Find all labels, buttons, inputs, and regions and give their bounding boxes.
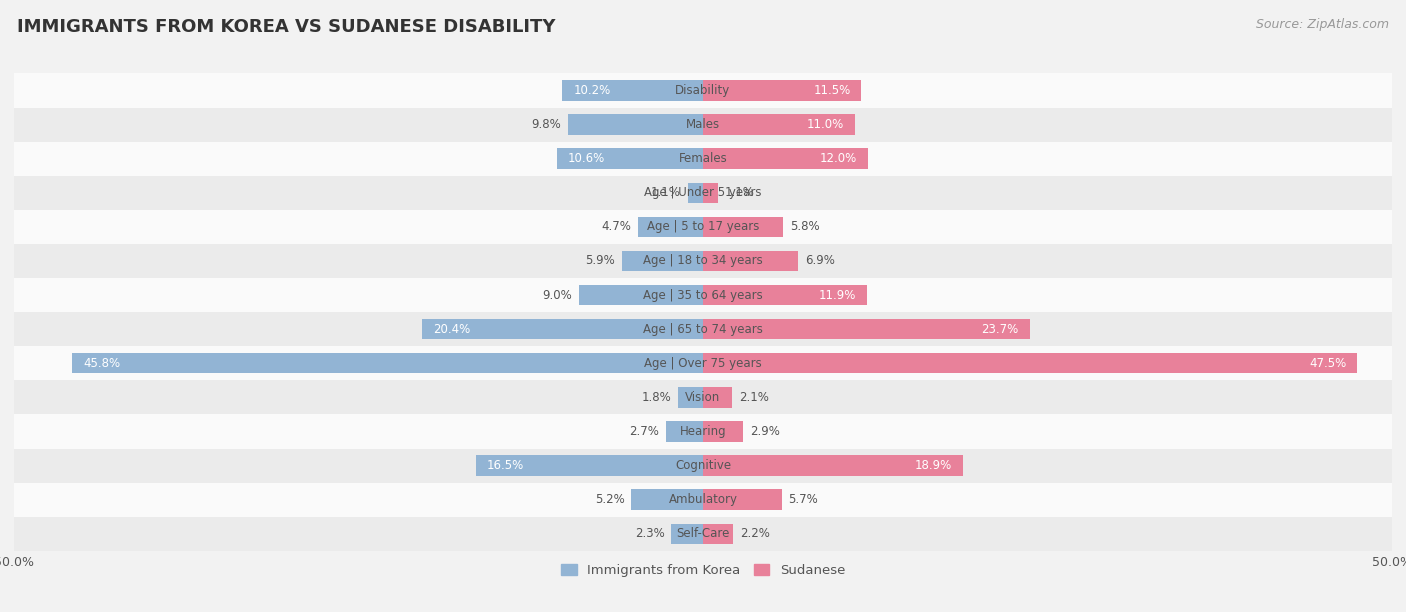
Text: Ambulatory: Ambulatory [668, 493, 738, 506]
Text: Cognitive: Cognitive [675, 459, 731, 472]
Bar [14, 312, 1392, 346]
Text: IMMIGRANTS FROM KOREA VS SUDANESE DISABILITY: IMMIGRANTS FROM KOREA VS SUDANESE DISABI… [17, 18, 555, 36]
Bar [14, 141, 1392, 176]
Bar [703, 285, 868, 305]
Bar [688, 182, 703, 203]
Text: 23.7%: 23.7% [981, 323, 1018, 335]
Text: 1.1%: 1.1% [651, 186, 681, 200]
Text: Males: Males [686, 118, 720, 131]
Text: 9.0%: 9.0% [543, 289, 572, 302]
Bar [631, 490, 703, 510]
Text: 2.7%: 2.7% [628, 425, 659, 438]
Bar [568, 114, 703, 135]
Text: Females: Females [679, 152, 727, 165]
Bar [703, 80, 862, 101]
Text: 6.9%: 6.9% [806, 255, 835, 267]
Bar [678, 387, 703, 408]
Text: 5.8%: 5.8% [790, 220, 820, 233]
Bar [14, 483, 1392, 517]
Bar [14, 176, 1392, 210]
Bar [703, 217, 783, 237]
Text: 1.8%: 1.8% [641, 391, 671, 404]
Bar [475, 455, 703, 476]
Text: 11.0%: 11.0% [806, 118, 844, 131]
Text: Disability: Disability [675, 84, 731, 97]
Text: Age | 18 to 34 years: Age | 18 to 34 years [643, 255, 763, 267]
Bar [14, 517, 1392, 551]
Bar [671, 523, 703, 544]
Text: 2.9%: 2.9% [749, 425, 780, 438]
Bar [14, 210, 1392, 244]
Bar [14, 414, 1392, 449]
Text: 16.5%: 16.5% [486, 459, 524, 472]
Text: Vision: Vision [685, 391, 721, 404]
Bar [621, 251, 703, 271]
Text: Age | 65 to 74 years: Age | 65 to 74 years [643, 323, 763, 335]
Bar [703, 523, 734, 544]
Text: 11.5%: 11.5% [813, 84, 851, 97]
Text: 5.9%: 5.9% [585, 255, 614, 267]
Bar [422, 319, 703, 340]
Bar [703, 149, 869, 169]
Bar [14, 449, 1392, 483]
Text: 2.2%: 2.2% [740, 528, 770, 540]
Text: 12.0%: 12.0% [820, 152, 858, 165]
Text: 2.3%: 2.3% [634, 528, 665, 540]
Bar [14, 73, 1392, 108]
Bar [579, 285, 703, 305]
Text: 5.7%: 5.7% [789, 493, 818, 506]
Bar [703, 182, 718, 203]
Text: Hearing: Hearing [679, 425, 727, 438]
Text: 20.4%: 20.4% [433, 323, 470, 335]
Text: 11.9%: 11.9% [818, 289, 856, 302]
Bar [557, 149, 703, 169]
Text: 5.2%: 5.2% [595, 493, 624, 506]
Text: Age | Under 5 years: Age | Under 5 years [644, 186, 762, 200]
Text: 9.8%: 9.8% [531, 118, 561, 131]
Text: 18.9%: 18.9% [915, 459, 952, 472]
Text: Self-Care: Self-Care [676, 528, 730, 540]
Bar [703, 455, 963, 476]
Text: 10.6%: 10.6% [568, 152, 605, 165]
Text: 47.5%: 47.5% [1309, 357, 1347, 370]
Legend: Immigrants from Korea, Sudanese: Immigrants from Korea, Sudanese [555, 559, 851, 583]
Bar [14, 244, 1392, 278]
Bar [703, 319, 1029, 340]
Bar [703, 114, 855, 135]
Text: 10.2%: 10.2% [574, 84, 610, 97]
Bar [638, 217, 703, 237]
Text: Age | Over 75 years: Age | Over 75 years [644, 357, 762, 370]
Bar [666, 421, 703, 442]
Bar [703, 251, 799, 271]
Bar [703, 353, 1358, 373]
Bar [14, 278, 1392, 312]
Bar [14, 346, 1392, 380]
Text: Age | 5 to 17 years: Age | 5 to 17 years [647, 220, 759, 233]
Text: 2.1%: 2.1% [738, 391, 769, 404]
Text: Source: ZipAtlas.com: Source: ZipAtlas.com [1256, 18, 1389, 31]
Bar [72, 353, 703, 373]
Bar [14, 108, 1392, 141]
Text: 1.1%: 1.1% [725, 186, 755, 200]
Bar [703, 387, 733, 408]
Bar [703, 490, 782, 510]
Bar [562, 80, 703, 101]
Text: 4.7%: 4.7% [602, 220, 631, 233]
Text: Age | 35 to 64 years: Age | 35 to 64 years [643, 289, 763, 302]
Text: 45.8%: 45.8% [83, 357, 120, 370]
Bar [703, 421, 742, 442]
Bar [14, 380, 1392, 414]
